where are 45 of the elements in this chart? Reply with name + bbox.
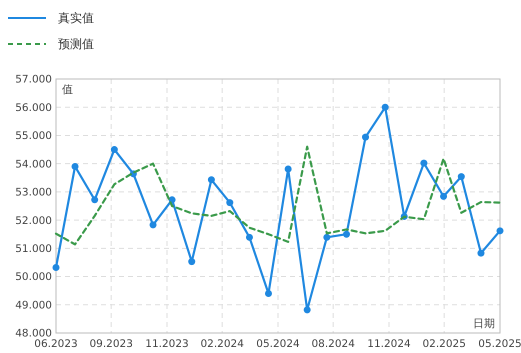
point	[226, 199, 234, 206]
y-tick-label: 52.000	[15, 214, 52, 227]
x-tick-label: 09.2023	[89, 338, 133, 350]
point	[477, 250, 484, 257]
y-tick-label: 55.000	[15, 130, 52, 142]
y-tick-label: 50.000	[15, 271, 52, 284]
point	[264, 290, 272, 297]
point	[52, 264, 60, 272]
x-tick-label: 02.2025	[422, 338, 466, 350]
x-tick-label: 06.2023	[34, 338, 78, 350]
point	[323, 234, 330, 241]
point	[208, 176, 215, 184]
point	[91, 196, 98, 204]
point	[362, 134, 370, 141]
x-axis-title: 日期	[473, 317, 495, 330]
y-axis-title: 值	[62, 83, 73, 96]
point	[304, 306, 311, 314]
y-tick-label: 56.000	[15, 102, 52, 114]
point	[420, 160, 428, 167]
point	[188, 258, 196, 266]
x-tick-label: 08.2024	[311, 338, 356, 350]
y-tick-label: 49.000	[15, 299, 52, 312]
point	[343, 230, 350, 238]
y-tick-label: 53.000	[15, 186, 52, 199]
y-tick-label: 51.000	[15, 243, 52, 256]
point	[496, 227, 504, 234]
x-tick-label: 05.2024	[256, 338, 300, 350]
legend-label: 预测值	[58, 37, 94, 52]
point	[150, 221, 157, 228]
point	[440, 192, 448, 200]
y-tick-label: 48.000	[15, 328, 52, 340]
point	[246, 234, 253, 241]
point	[458, 173, 465, 180]
point	[382, 104, 389, 111]
x-tick-label: 02.2024	[200, 338, 244, 350]
y-tick-label: 54.000	[15, 158, 52, 170]
y-tick-label: 57.000	[15, 74, 52, 86]
point	[72, 162, 79, 170]
x-tick-label: 11.2023	[145, 338, 189, 350]
x-tick-label: 11.2024	[367, 338, 412, 350]
legend-label: 真实值	[58, 11, 94, 26]
point	[284, 166, 292, 173]
x-tick-label: 05.2025	[478, 338, 521, 350]
line-series	[54, 146, 502, 246]
point	[110, 146, 118, 154]
